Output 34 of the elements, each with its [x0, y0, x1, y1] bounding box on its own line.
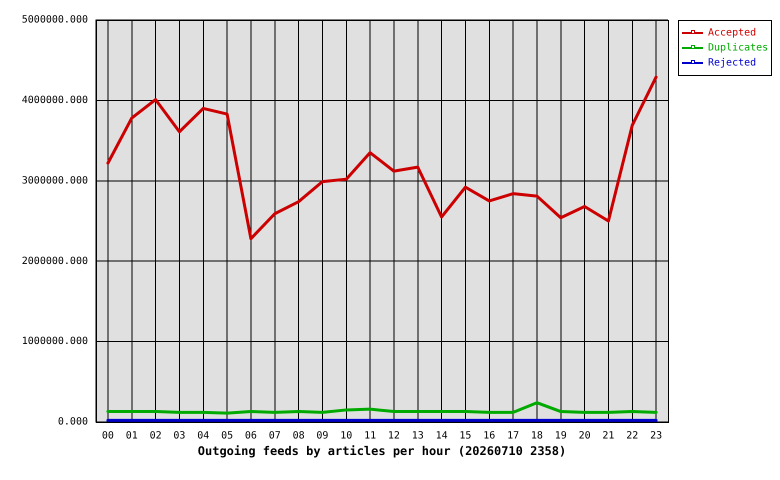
- x-tick-label: 17: [507, 430, 520, 442]
- legend-label: Duplicates: [708, 42, 768, 54]
- y-tick-label: 3000000.000: [22, 175, 88, 186]
- x-tick-label: 08: [292, 430, 305, 442]
- x-tick-label: 04: [197, 430, 210, 442]
- x-tick-label: 20: [578, 430, 591, 442]
- x-tick-label: 15: [459, 430, 472, 442]
- y-tick-label: 1000000.000: [22, 336, 88, 348]
- x-tick-label: 06: [244, 430, 257, 442]
- x-tick-label: 10: [340, 430, 352, 442]
- x-tick-label: 02: [150, 430, 162, 442]
- x-tick-label: 09: [316, 430, 328, 442]
- x-tick-label: 21: [602, 430, 614, 442]
- x-tick-label: 00: [102, 430, 114, 442]
- y-tick-label: 4000000.000: [22, 94, 88, 106]
- legend-label: Accepted: [708, 28, 756, 39]
- x-tick-label: 11: [364, 430, 376, 442]
- y-tick-label: 0.000: [58, 416, 88, 428]
- x-tick-label: 03: [173, 430, 186, 442]
- y-tick-label: 2000000.000: [22, 256, 88, 267]
- x-tick-label: 05: [221, 430, 234, 442]
- x-tick-label: 22: [626, 430, 638, 442]
- x-tick-label: 07: [268, 430, 281, 442]
- x-tick-label: 01: [126, 430, 138, 442]
- x-tick-label: 14: [436, 430, 448, 442]
- x-tick-label: 16: [483, 430, 496, 442]
- x-tick-label: 18: [530, 430, 543, 442]
- y-tick-label: 5000000.000: [22, 14, 88, 26]
- x-tick-label: 12: [388, 430, 400, 442]
- x-tick-label: 23: [650, 430, 662, 442]
- legend-label: Rejected: [708, 58, 756, 69]
- x-tick-label: 19: [554, 430, 567, 442]
- x-tick-label: 13: [412, 430, 424, 442]
- x-axis-title: Outgoing feeds by articles per hour (20260710 2358): [198, 444, 566, 458]
